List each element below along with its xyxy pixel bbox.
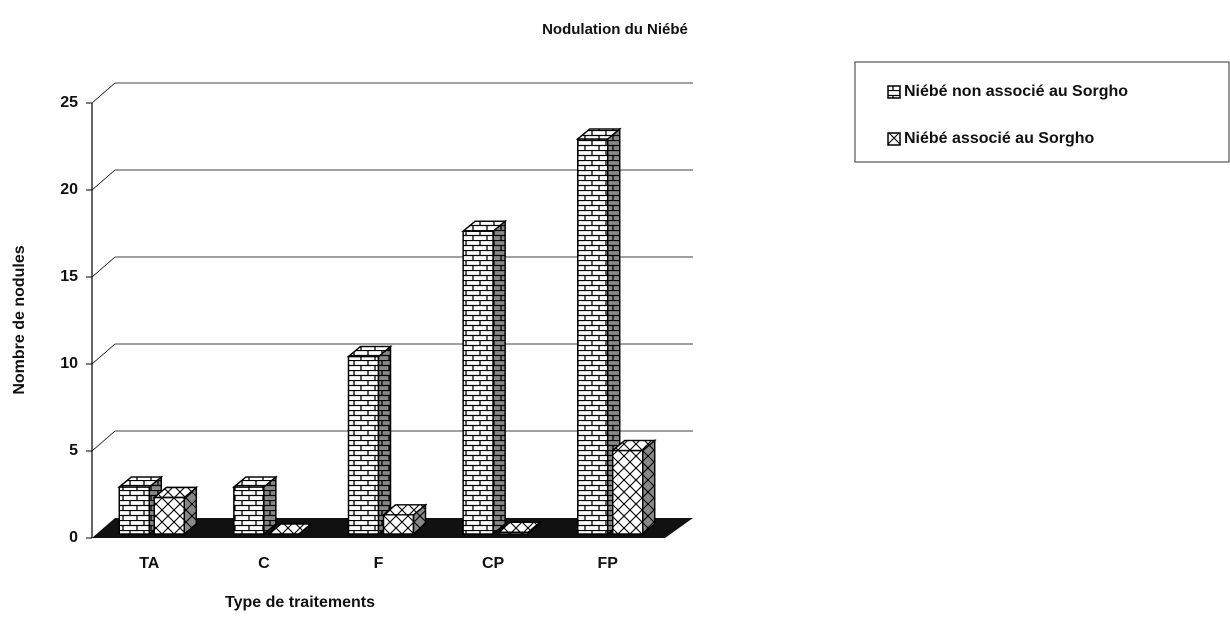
- x-axis-title: Type de traitements: [225, 594, 375, 611]
- y-tick-label: 5: [69, 442, 78, 459]
- bar: [152, 486, 199, 536]
- x-tick-label: C: [258, 555, 270, 572]
- legend-box: [854, 61, 1230, 163]
- y-tick-label: 0: [69, 529, 78, 546]
- legend-swatch: [888, 86, 900, 98]
- bar: [610, 439, 657, 536]
- y-axis-title: Nombre de nodules: [11, 245, 28, 394]
- bar: [575, 127, 622, 536]
- bar: [346, 345, 393, 536]
- legend-label: Niébé associé au Sorgho: [904, 130, 1095, 147]
- x-tick-label: CP: [482, 555, 505, 572]
- x-tick-label: F: [374, 555, 384, 572]
- chart-title: Nodulation du Niébé: [542, 21, 688, 38]
- bar: [496, 520, 542, 536]
- bar: [381, 503, 428, 536]
- y-tick-label: 15: [60, 268, 78, 285]
- legend-label: Niébé non associé au Sorgho: [904, 83, 1128, 100]
- y-tick-label: 20: [60, 181, 78, 198]
- y-tick-label: 10: [60, 355, 78, 372]
- x-tick-label: FP: [597, 555, 618, 572]
- grid-line: [91, 169, 116, 191]
- bar: [232, 475, 278, 536]
- grid-line: [91, 430, 116, 452]
- x-tick-label: TA: [139, 555, 160, 572]
- bar: [461, 219, 507, 536]
- y-tick-label: 25: [60, 94, 78, 111]
- legend-swatch: [888, 133, 900, 145]
- grid-line: [91, 82, 116, 104]
- grid-line: [91, 343, 116, 365]
- bar: [267, 523, 313, 535]
- grid-line: [91, 256, 116, 278]
